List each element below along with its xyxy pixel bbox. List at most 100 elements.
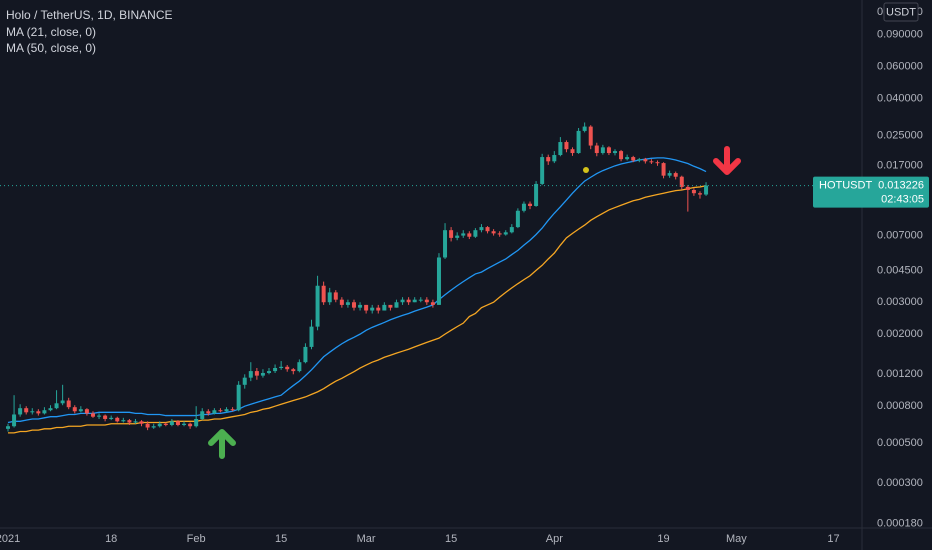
candle-body: [625, 157, 630, 160]
candle-body: [78, 409, 83, 412]
candle-body: [503, 232, 508, 235]
candle-body: [279, 366, 284, 369]
candle-body: [497, 233, 502, 235]
candle-body: [303, 346, 308, 363]
candle-body: [509, 227, 514, 233]
candle-body: [24, 408, 29, 413]
candle-body: [163, 423, 168, 425]
candle-body: [467, 233, 472, 237]
candle-body: [103, 415, 108, 419]
candle-body: [691, 190, 696, 194]
candle-body: [613, 151, 617, 154]
candle-body: [606, 147, 611, 154]
y-tick-label: 0.040000: [877, 92, 923, 104]
candle-body: [588, 126, 593, 146]
candle-body: [230, 409, 235, 411]
candle-body: [400, 299, 405, 303]
y-tick-label: 0.007000: [877, 230, 923, 242]
candle-body: [121, 420, 126, 422]
y-tick-label: 0.000800: [877, 400, 923, 412]
down-arrow: [713, 146, 741, 175]
candle-body: [133, 421, 138, 423]
candle-body: [151, 426, 156, 428]
candle-body: [345, 302, 350, 305]
candle-body: [333, 292, 338, 300]
candle-body: [351, 302, 356, 308]
y-tick-label: 0.000500: [877, 437, 923, 449]
candle-body: [679, 176, 684, 187]
candle-body: [218, 410, 223, 412]
candle-body: [479, 227, 484, 231]
candle-body: [72, 407, 77, 412]
candle-body: [461, 233, 466, 236]
candle-body: [424, 299, 429, 303]
candle-body: [206, 411, 211, 414]
y-tick-label: 0.000180: [877, 517, 923, 529]
candle-body: [528, 203, 533, 206]
candle-body: [188, 423, 193, 427]
candle-body: [673, 173, 678, 177]
x-tick-label: 17: [827, 533, 839, 545]
legend-entry: MA (21, close, 0): [6, 25, 96, 39]
last-price-box: [813, 176, 929, 208]
candle-body: [515, 210, 520, 228]
candle-body: [260, 373, 265, 376]
currency-box[interactable]: [883, 2, 919, 22]
candle-body: [631, 157, 636, 161]
candle-body: [430, 302, 435, 305]
candle-body: [224, 409, 229, 412]
x-tick-label: 15: [445, 533, 457, 545]
x-tick-label: Feb: [187, 533, 206, 545]
candle-body: [315, 285, 320, 327]
y-tick-label: 0.004500: [877, 264, 923, 276]
candle-body: [570, 149, 575, 154]
candle-body: [285, 366, 290, 370]
y-tick-label: 0.000300: [877, 477, 923, 489]
currency-label: USDT: [886, 6, 916, 18]
x-tick-label: Apr: [546, 533, 563, 545]
candle-body: [443, 230, 448, 258]
candle-body: [200, 411, 205, 419]
candle-body: [643, 159, 648, 162]
candle-body: [661, 163, 666, 176]
ma-line: [8, 185, 707, 434]
candle-body: [594, 145, 599, 154]
candle-body: [540, 157, 545, 184]
candle-body: [412, 299, 417, 303]
countdown-label: 02:43:05: [881, 193, 924, 205]
candle-body: [364, 304, 369, 311]
candle-body: [30, 411, 35, 413]
candle-body: [127, 420, 132, 423]
candle-body: [685, 186, 690, 191]
candle-body: [418, 299, 423, 301]
candle-body: [382, 304, 387, 311]
candle-body: [576, 130, 581, 154]
candle-body: [54, 403, 59, 409]
plot-area: [0, 122, 862, 434]
candle-body: [473, 230, 478, 237]
candle-body: [6, 426, 10, 429]
candle-body: [339, 299, 344, 305]
candle-body: [370, 307, 375, 311]
candle-body: [655, 162, 660, 164]
candle-body: [90, 413, 95, 417]
y-tick-label: 0.002000: [877, 328, 923, 340]
candle-body: [534, 183, 539, 206]
up-arrow: [208, 429, 236, 459]
candle-body: [546, 157, 551, 162]
symbol-label: HOTUSDT: [819, 179, 872, 191]
candle-body: [18, 408, 23, 415]
candle-body: [297, 362, 302, 372]
candle-body: [66, 400, 71, 408]
candle-body: [600, 147, 605, 154]
y-tick-label: 0.090000: [877, 29, 923, 41]
y-tick-label: 0.060000: [877, 61, 923, 73]
axes: 0.1200000.0900000.0600000.0400000.025000…: [0, 6, 923, 545]
x-tick-label: 19: [657, 533, 669, 545]
x-tick-label: 18: [105, 533, 117, 545]
candle-body: [327, 292, 332, 303]
candle-body: [704, 185, 709, 195]
y-tick-label: 0.017000: [877, 160, 923, 172]
